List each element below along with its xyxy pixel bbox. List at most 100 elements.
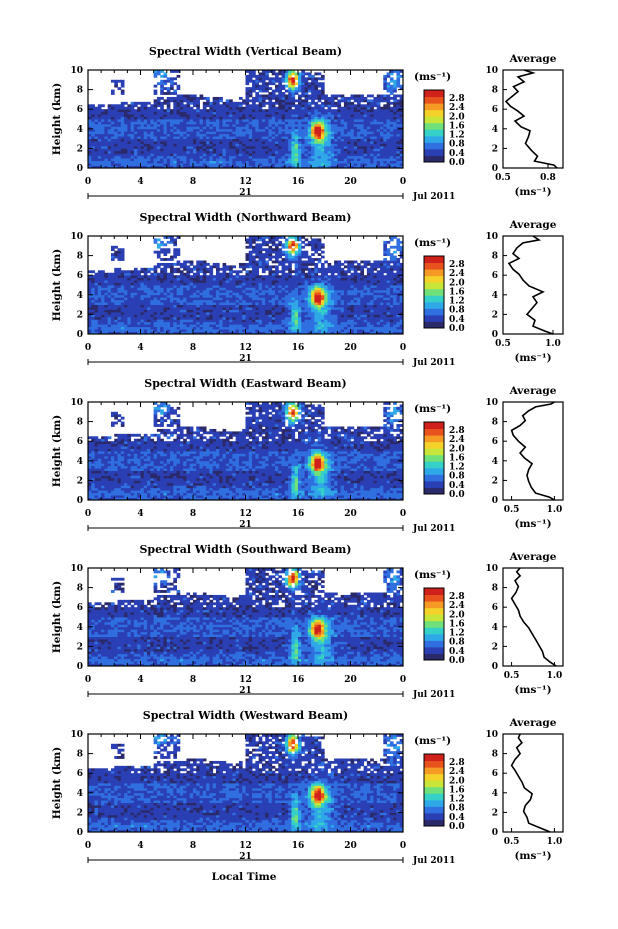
heatmap-cell (252, 150, 256, 154)
heatmap-cell (225, 316, 230, 320)
heatmap-cell (153, 111, 158, 115)
heatmap-cell (104, 309, 109, 313)
heatmap-cell (268, 240, 273, 244)
heatmap-cell (124, 277, 128, 281)
heatmap-cell (189, 136, 194, 139)
heatmap-cell (245, 324, 250, 328)
heatmap-cell (189, 292, 194, 296)
heatmap-cell (166, 99, 171, 103)
heatmap-cell (163, 87, 168, 90)
heatmap-cell (245, 331, 250, 335)
heatmap-cell (360, 136, 365, 139)
x-tick-label: 0 (400, 177, 406, 187)
heatmap-cell (124, 126, 128, 130)
heatmap-cell (166, 160, 171, 164)
heatmap-cell (232, 165, 237, 169)
heatmap-cell (117, 160, 122, 164)
heatmap-cell (301, 141, 305, 144)
heatmap-cell (166, 121, 171, 125)
heatmap-cell (265, 116, 269, 120)
heatmap-cell (209, 121, 214, 125)
heatmap-cell (124, 145, 128, 149)
heatmap-cell (94, 153, 99, 157)
heatmap-cell (160, 287, 164, 291)
heatmap-cell (278, 155, 282, 159)
heatmap-cell (275, 158, 279, 162)
heatmap-cell (166, 92, 171, 95)
heatmap-cell (173, 70, 177, 73)
heatmap-cell (147, 138, 151, 142)
heatmap-cell (229, 99, 233, 103)
heatmap-cell (366, 109, 371, 113)
heatmap-cell (330, 160, 335, 164)
heatmap-cell (140, 267, 145, 271)
heatmap-cell (199, 324, 204, 328)
heatmap-cell (399, 143, 404, 147)
heatmap-cell (340, 109, 345, 113)
heatmap-cell (376, 131, 381, 135)
heatmap-cell (275, 297, 279, 301)
heatmap-cell (383, 138, 387, 142)
heatmap-cell (353, 155, 358, 159)
heatmap-cell (399, 131, 404, 135)
heatmap-cell (94, 275, 99, 279)
heatmap-cell (166, 109, 171, 113)
heatmap-cell (107, 119, 112, 122)
heatmap-cell (298, 96, 302, 100)
heatmap-cell (288, 275, 292, 279)
heatmap-cell (383, 74, 387, 78)
heatmap-cell (242, 275, 246, 279)
heatmap-cell (117, 299, 122, 303)
heatmap-cell (173, 141, 177, 144)
heatmap-cell (291, 128, 296, 132)
heatmap-cell (376, 128, 381, 132)
heatmap-cell (284, 289, 289, 293)
heatmap-cell (337, 109, 342, 113)
heatmap-cell (173, 104, 177, 108)
heatmap-cell (252, 302, 256, 305)
heatmap-cell (258, 258, 263, 261)
heatmap-cell (399, 123, 404, 127)
heatmap-cell (97, 133, 102, 137)
heatmap-cell (186, 111, 191, 115)
heatmap-cell (101, 128, 105, 132)
heatmap-cell (186, 287, 191, 291)
heatmap-cell (307, 160, 312, 164)
heatmap-cell (212, 126, 217, 130)
heatmap-cell (258, 77, 263, 81)
heatmap-cell (396, 155, 401, 159)
heatmap-cell (396, 158, 401, 162)
heatmap-cell (147, 280, 151, 283)
heatmap-cell (311, 111, 315, 115)
heatmap-cell (91, 287, 95, 291)
heatmap-cell (258, 74, 263, 78)
heatmap-cell (248, 240, 253, 244)
heatmap-cell (225, 119, 230, 122)
heatmap-cell (255, 131, 260, 135)
heatmap-cell (206, 331, 210, 335)
heatmap-cell (183, 153, 187, 157)
heatmap-cell (153, 163, 158, 166)
heatmap-cell (183, 304, 187, 308)
heatmap-cell (271, 77, 276, 81)
heatmap-cell (337, 143, 342, 147)
heatmap-cell (265, 304, 269, 308)
heatmap-cell (347, 153, 351, 157)
avg-y-tick-label: 6 (492, 105, 498, 115)
heatmap-cell (291, 326, 296, 330)
heatmap-cell (386, 145, 391, 149)
heatmap-cell (163, 329, 168, 332)
heatmap-cell (88, 309, 92, 313)
heatmap-cell (268, 87, 273, 90)
heatmap-cell (242, 326, 246, 330)
heatmap-cell (291, 111, 296, 115)
heatmap-cell (133, 329, 138, 332)
heatmap-cell (252, 82, 256, 86)
heatmap-cell (252, 126, 256, 130)
heatmap-cell (156, 136, 161, 139)
heatmap-cell (238, 262, 243, 266)
heatmap-cell (147, 289, 151, 293)
heatmap-cell (320, 155, 325, 159)
heatmap-cell (245, 314, 250, 318)
heatmap-cell (97, 270, 102, 274)
